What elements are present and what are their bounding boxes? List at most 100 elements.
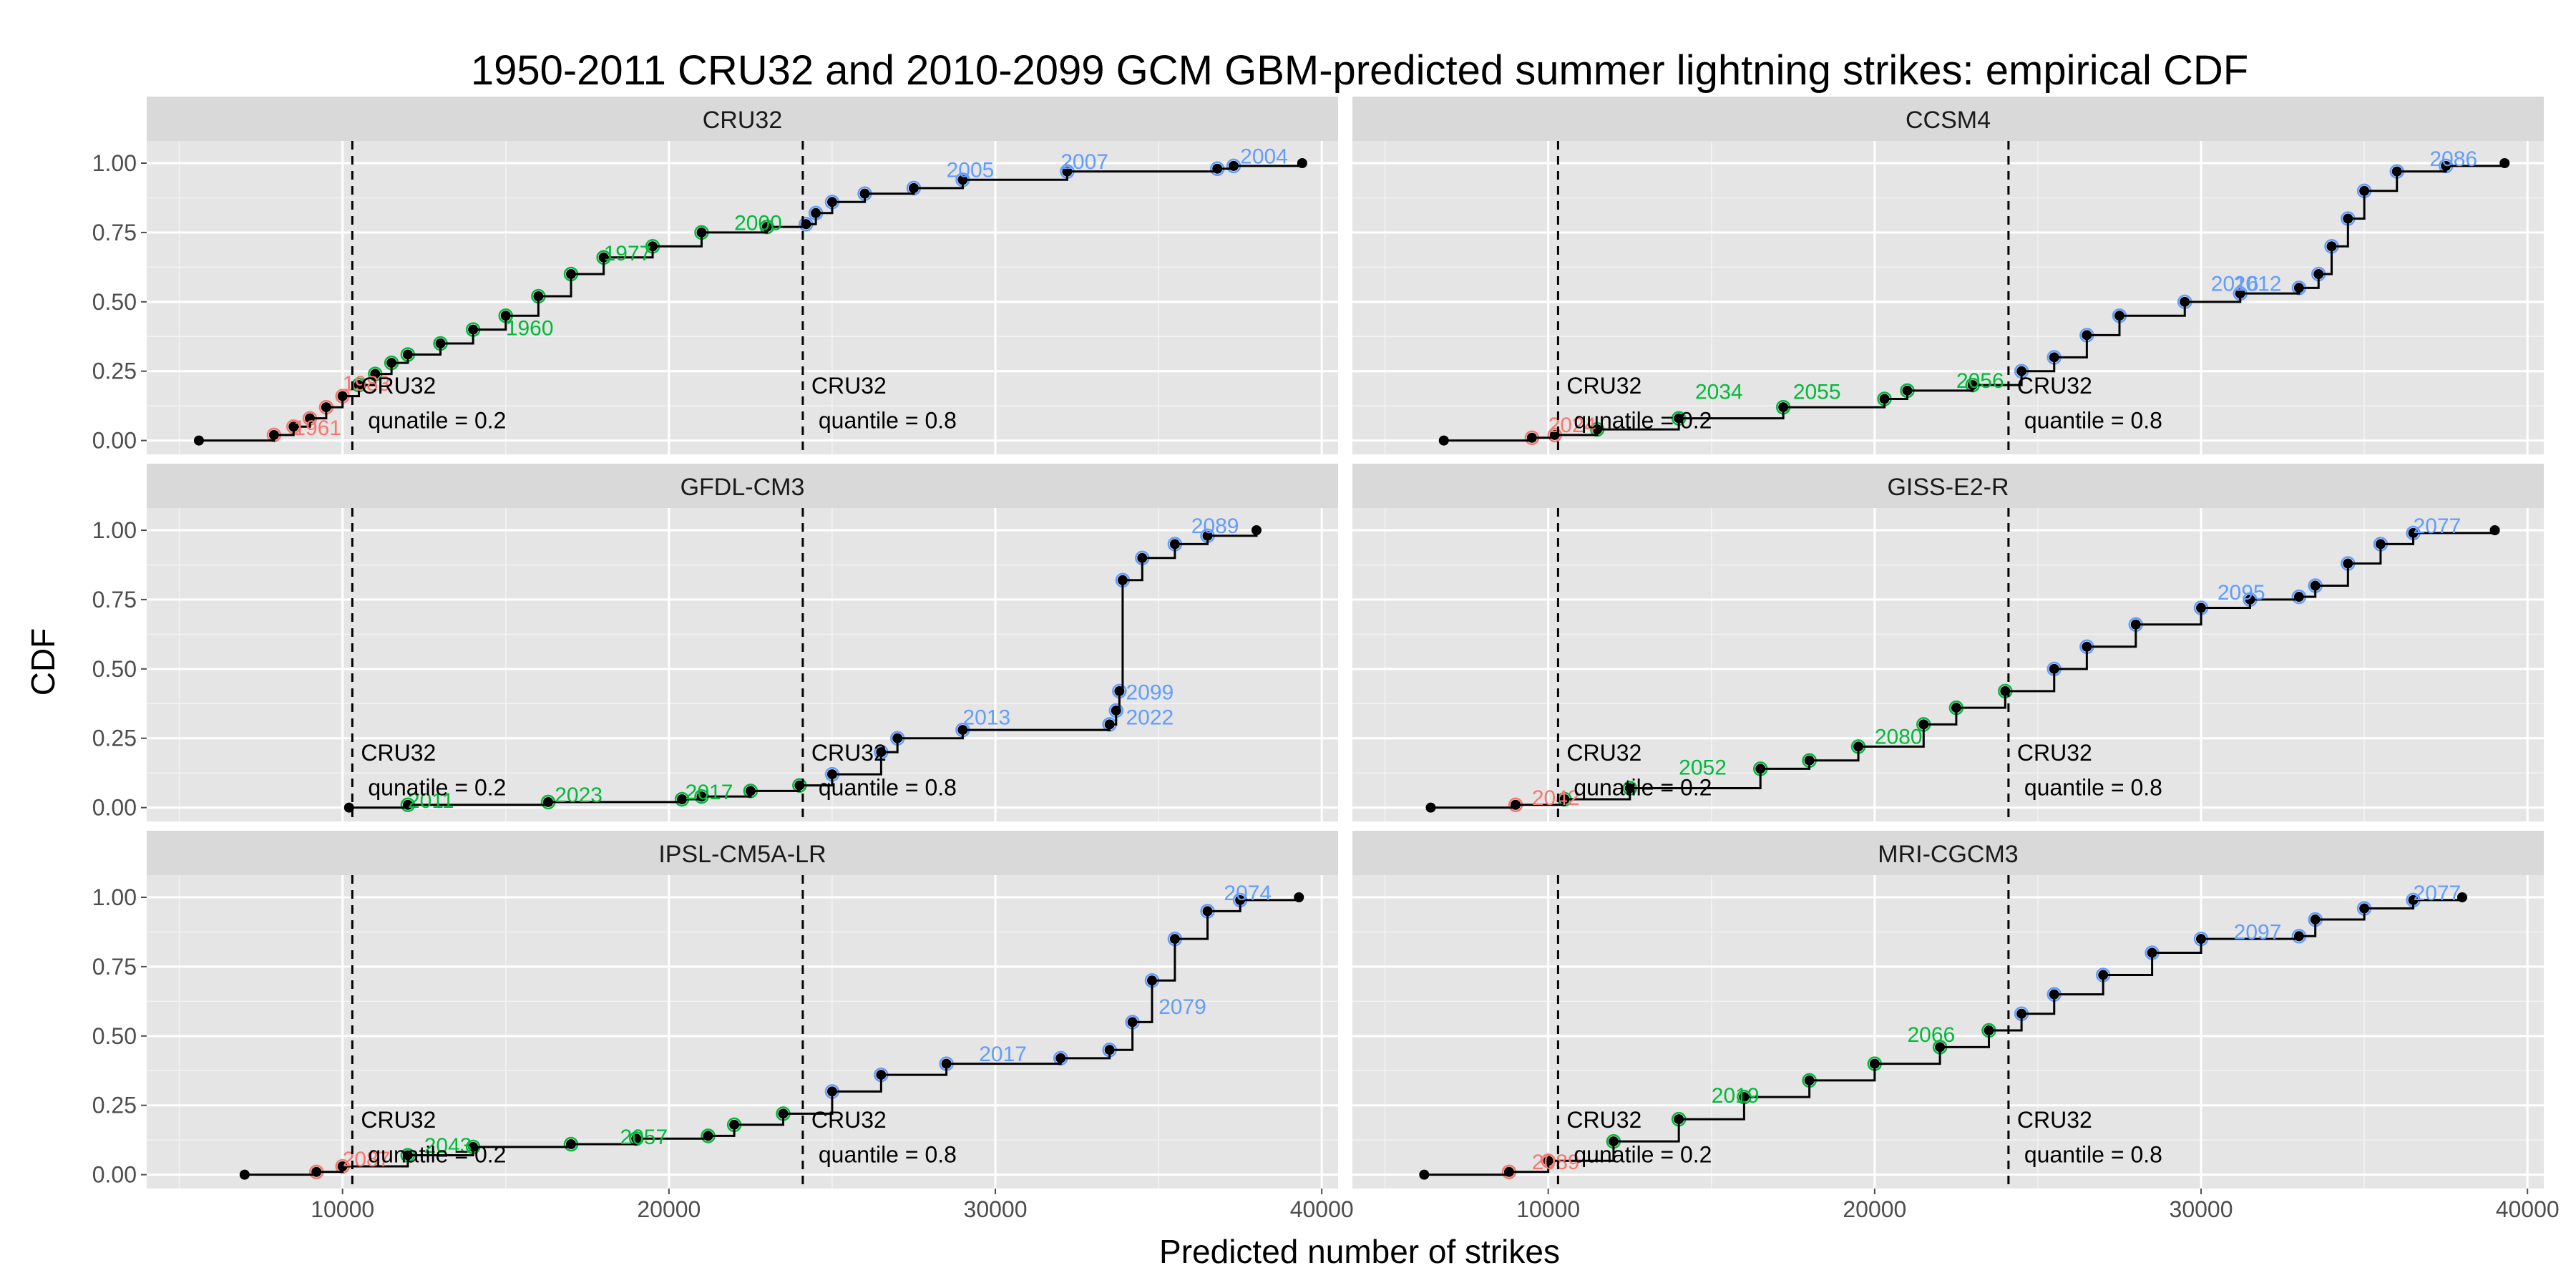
y-tick-label: 0.75 <box>92 954 137 980</box>
year-label: 2077 <box>2414 514 2462 538</box>
quantile-label-name: CRU32 <box>1566 1107 1641 1133</box>
ecdf-point <box>876 747 887 758</box>
ecdf-point <box>402 799 413 810</box>
ecdf-point <box>386 358 397 369</box>
ecdf-point <box>268 429 279 440</box>
ecdf-point <box>2391 166 2402 177</box>
panel-background <box>1352 508 2544 821</box>
ecdf-point <box>305 413 316 424</box>
ecdf-point <box>353 380 364 391</box>
year-label: 2087 <box>343 1148 391 1171</box>
ecdf-point <box>1297 158 1307 169</box>
panel-strip-label: GISS-E2-R <box>1887 474 2009 501</box>
year-label: 2074 <box>1224 882 1272 905</box>
x-tick-label: 30000 <box>2170 1196 2233 1222</box>
panel-background <box>1352 141 2544 454</box>
panel-background <box>1352 875 2544 1189</box>
panel-strip <box>1352 464 2544 508</box>
quantile-label-value: qunatile = 0.2 <box>368 1142 506 1168</box>
panel-strip <box>1352 831 2544 875</box>
ecdf-point <box>2326 241 2337 252</box>
year-label: 2017 <box>686 781 733 804</box>
ecdf-point <box>543 796 554 807</box>
ecdf-point <box>1674 1114 1684 1125</box>
panel-strip <box>147 464 1338 508</box>
ecdf-point <box>1111 705 1121 716</box>
ecdf-point <box>2457 892 2467 903</box>
ecdf-point <box>1543 1156 1553 1166</box>
ecdf-point <box>402 349 413 360</box>
ecdf-point <box>239 1169 250 1180</box>
x-tick-label: 40000 <box>2496 1196 2560 1222</box>
quantile-label-name: CRU32 <box>1566 373 1641 399</box>
ecdf-point <box>2441 160 2451 171</box>
y-tick-label: 0.25 <box>92 726 137 751</box>
ecdf-point <box>745 786 756 796</box>
year-label: 2055 <box>1793 381 1841 404</box>
ecdf-point <box>1104 719 1115 730</box>
ecdf-point <box>370 369 381 379</box>
year-label: 2077 <box>2414 882 2462 905</box>
quantile-label-value: quantile = 0.8 <box>2024 1142 2162 1168</box>
quantile-label-name: CRU32 <box>1566 740 1641 766</box>
quantile-label-name: CRU32 <box>811 373 887 399</box>
ecdf-point <box>533 291 544 302</box>
year-label: 2024 <box>1548 414 1596 437</box>
ecdf-point <box>1202 906 1213 917</box>
ecdf-point <box>2147 947 2157 958</box>
year-label: 2057 <box>620 1126 668 1149</box>
panel-strip <box>147 97 1338 141</box>
year-label: 2066 <box>1907 1023 1955 1047</box>
ecdf-point <box>1902 385 1913 396</box>
ecdf-point <box>908 182 919 193</box>
ecdf-point <box>811 208 821 218</box>
year-label: 2013 <box>962 706 1010 730</box>
ecdf-point <box>2082 641 2092 652</box>
quantile-label-value: qunatile = 0.2 <box>368 775 506 801</box>
ecdf-point <box>2196 934 2207 945</box>
ecdf-point <box>2408 894 2419 905</box>
ecdf-point <box>957 725 968 736</box>
quantile-label-value: qunatile = 0.2 <box>1574 408 1712 434</box>
ecdf-point <box>1778 402 1789 413</box>
y-tick-label: 1.00 <box>92 150 137 176</box>
year-label: 2004 <box>1240 145 1288 168</box>
ecdf-point <box>2293 931 2304 942</box>
ecdf-point <box>1235 894 1246 905</box>
ecdf-point <box>566 269 577 280</box>
x-tick-label: 10000 <box>311 1196 374 1222</box>
ecdf-point <box>1062 166 1073 177</box>
year-label: 2016 <box>2211 273 2259 296</box>
ecdf-point <box>500 311 511 321</box>
ecdf-point <box>1853 741 1864 752</box>
ecdf-point <box>2375 539 2386 550</box>
year-label: 2012 <box>2234 273 2282 296</box>
panel-gfdl-cm3: GFDL-CM3 0.00 0.25 0.50 0.75 1.00 2011 2023 2017… <box>92 464 1338 821</box>
panel-giss-e2-r: GISS-E2-R 2042 2052 2080 2095 2077 CRU32 qunati… <box>1352 464 2544 821</box>
ecdf-point <box>648 241 658 252</box>
panel-strip-label: IPSL-CM5A-LR <box>658 841 826 868</box>
ecdf-point <box>778 1108 789 1119</box>
ecdf-point <box>1879 394 1890 404</box>
y-tick-label: 0.25 <box>92 1093 137 1118</box>
x-tick-label: 30000 <box>964 1196 1028 1222</box>
ecdf-point <box>1755 763 1766 774</box>
ecdf-point <box>1117 575 1128 585</box>
ecdf-point <box>566 1138 577 1149</box>
year-label: 1960 <box>506 317 554 341</box>
quantile-label-name: CRU32 <box>361 1107 436 1133</box>
quantile-label-value: qunatile = 0.2 <box>1574 1142 1712 1168</box>
ecdf-point <box>1212 163 1223 174</box>
ecdf-point <box>696 227 707 238</box>
y-tick-label: 0.50 <box>92 656 137 682</box>
ecdf-step-line <box>1424 897 2464 1176</box>
ecdf-point <box>1146 975 1157 986</box>
quantile-label-value: quantile = 0.8 <box>819 1142 957 1168</box>
ecdf-point <box>1935 1042 1946 1053</box>
ecdf-point <box>468 324 479 335</box>
ecdf-point <box>337 1161 348 1171</box>
ecdf-point <box>1202 530 1213 541</box>
ecdf-point <box>321 402 331 413</box>
ecdf-point <box>826 1086 837 1097</box>
y-tick-label: 0.50 <box>92 289 137 315</box>
